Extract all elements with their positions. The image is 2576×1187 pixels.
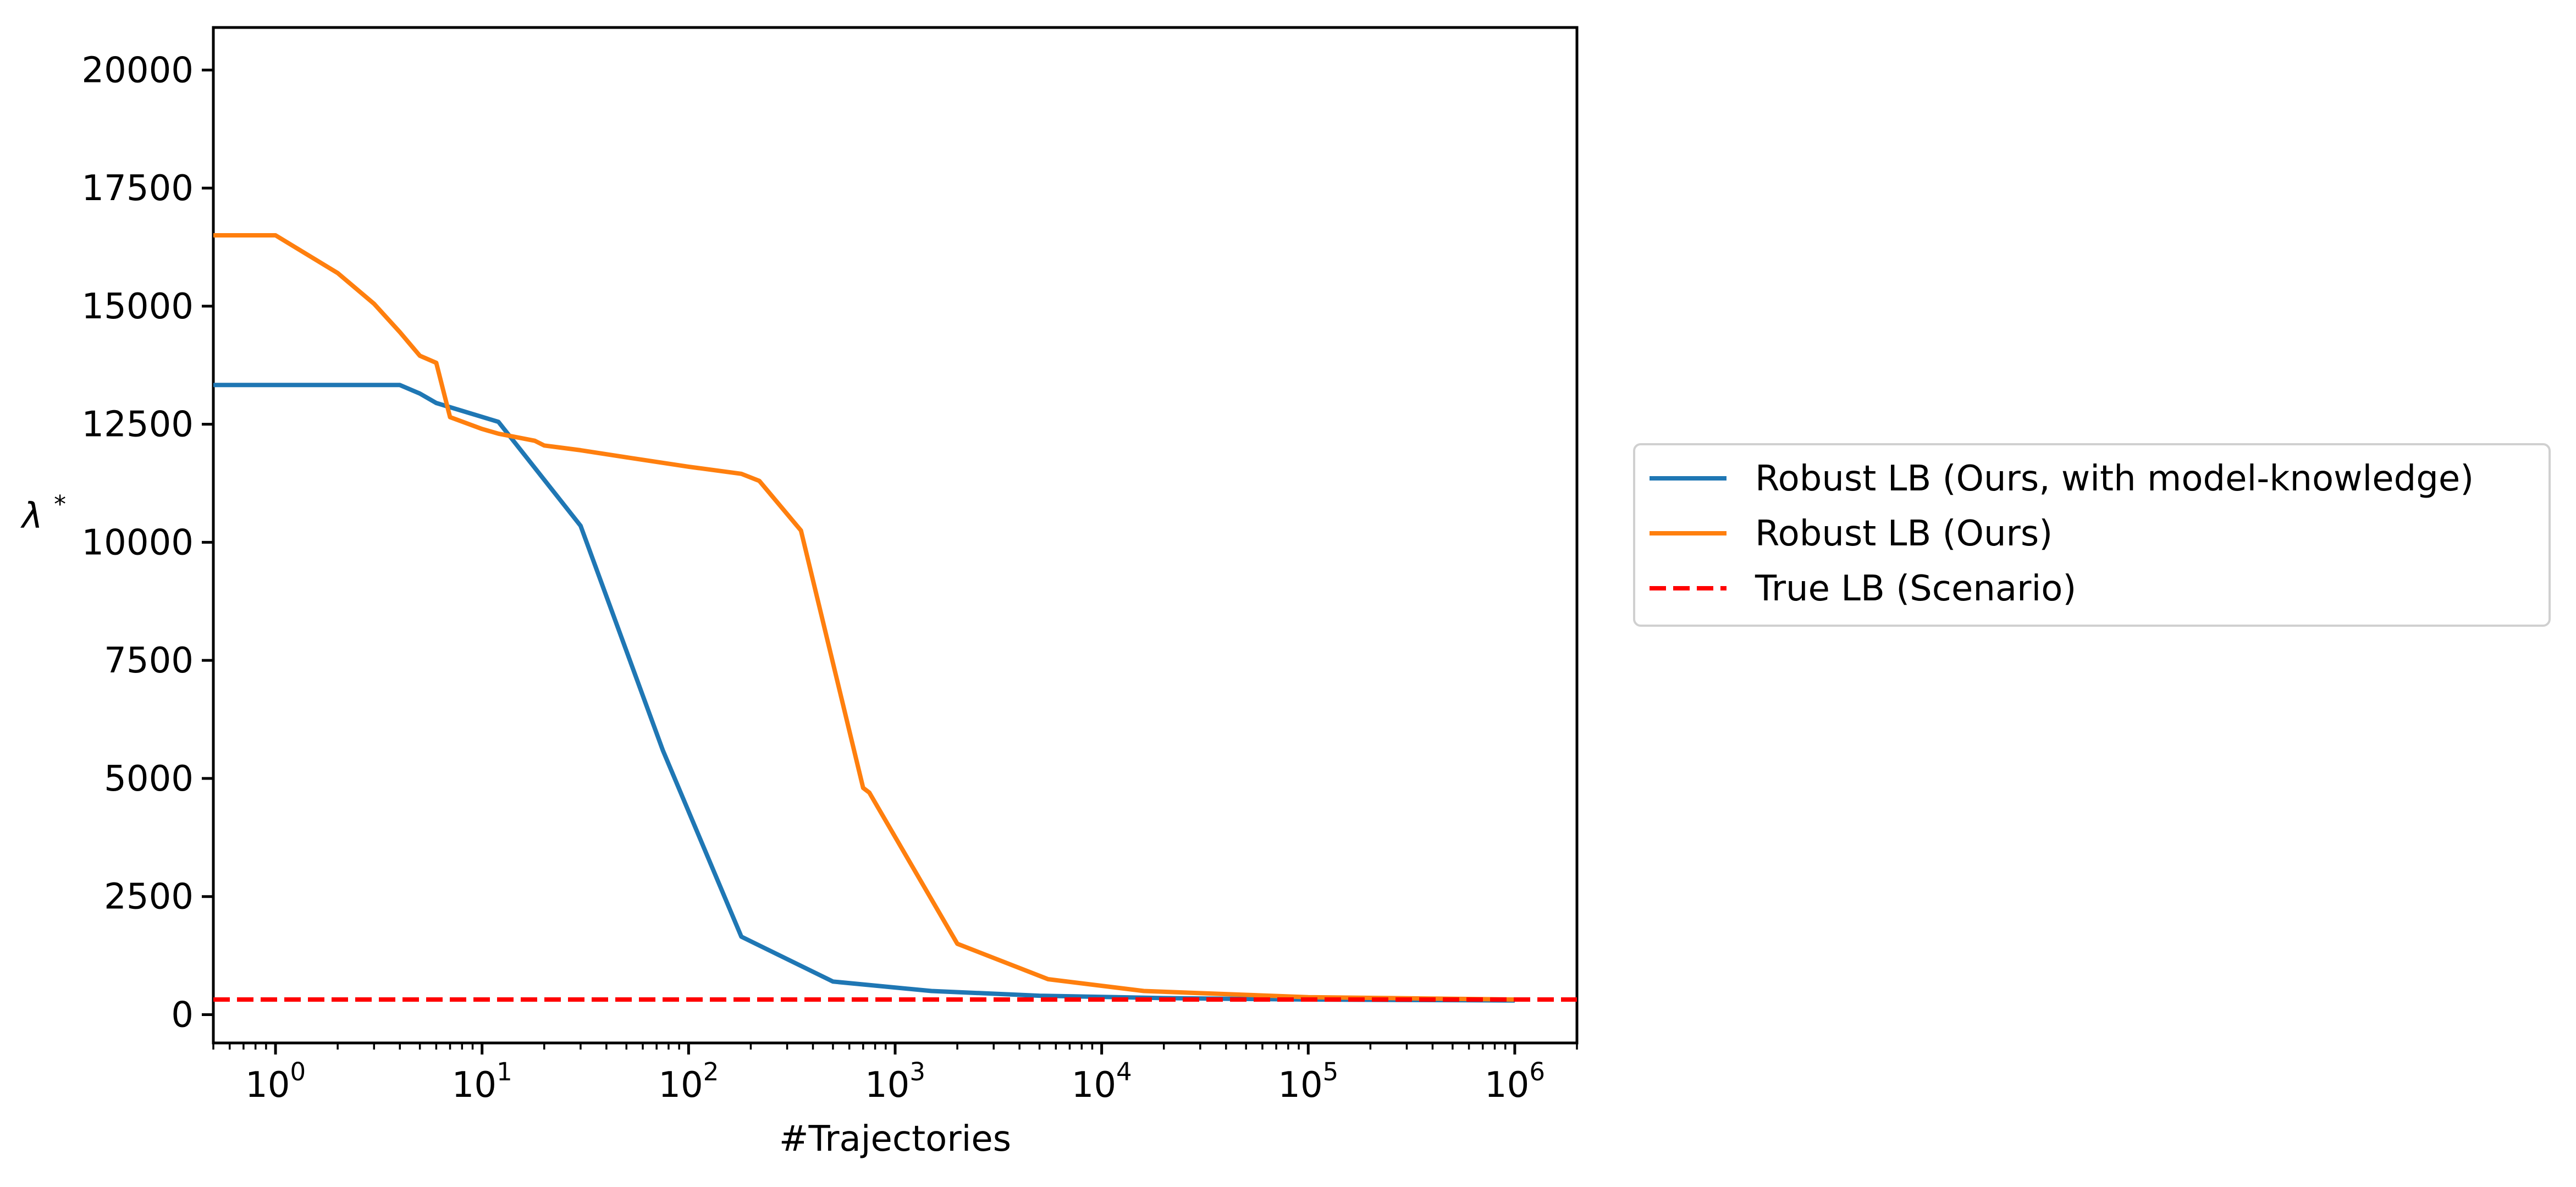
y-tick-label-2: 5000 — [104, 759, 194, 799]
y-tick-label-0: 0 — [171, 995, 194, 1035]
y-tick-label-5: 12500 — [81, 405, 194, 445]
y-tick-label-4: 10000 — [81, 522, 194, 563]
plot-area — [212, 26, 1579, 1045]
x-tick-label-3: 103 — [865, 1057, 925, 1106]
series-layer — [213, 233, 1577, 1003]
x-tick-label-6: 106 — [1485, 1057, 1545, 1106]
y-tick-label-6: 15000 — [81, 286, 194, 327]
y-axis-label: λ * — [20, 490, 66, 537]
y-axis-label-superscript: * — [54, 490, 66, 518]
x-tick-label-2: 102 — [658, 1057, 719, 1106]
x-tick-label-0: 100 — [245, 1057, 306, 1106]
legend: Robust LB (Ours, with model-knowledge) Ro… — [1633, 443, 2551, 627]
x-tick-label-4: 104 — [1072, 1057, 1132, 1106]
series-line-0 — [213, 383, 1515, 1003]
x-tick-label-5: 105 — [1278, 1057, 1338, 1106]
x-tick-label-1: 101 — [452, 1057, 512, 1106]
legend-label-1: Robust LB (Ours) — [1755, 514, 2053, 554]
y-axis: 0 2500 5000 7500 10000 12500 15000 17500 20000 — [81, 50, 213, 1035]
y-axis-label-base: λ — [20, 496, 43, 537]
y-tick-label-3: 7500 — [104, 641, 194, 681]
plot-frame — [212, 26, 1579, 1045]
y-tick-label-8: 20000 — [81, 50, 194, 91]
series-line-1 — [213, 233, 1515, 1002]
x-axis: 100 101 102 103 104 105 106 — [212, 1043, 1578, 1106]
legend-label-2: True LB (Scenario) — [1755, 568, 2076, 609]
legend-box — [1633, 443, 2551, 627]
x-axis-label: #Trajectories — [779, 1119, 1011, 1160]
y-tick-label-7: 17500 — [81, 168, 194, 209]
y-tick-label-1: 2500 — [104, 877, 194, 918]
legend-label-0: Robust LB (Ours, with model-knowledge) — [1755, 459, 2474, 499]
